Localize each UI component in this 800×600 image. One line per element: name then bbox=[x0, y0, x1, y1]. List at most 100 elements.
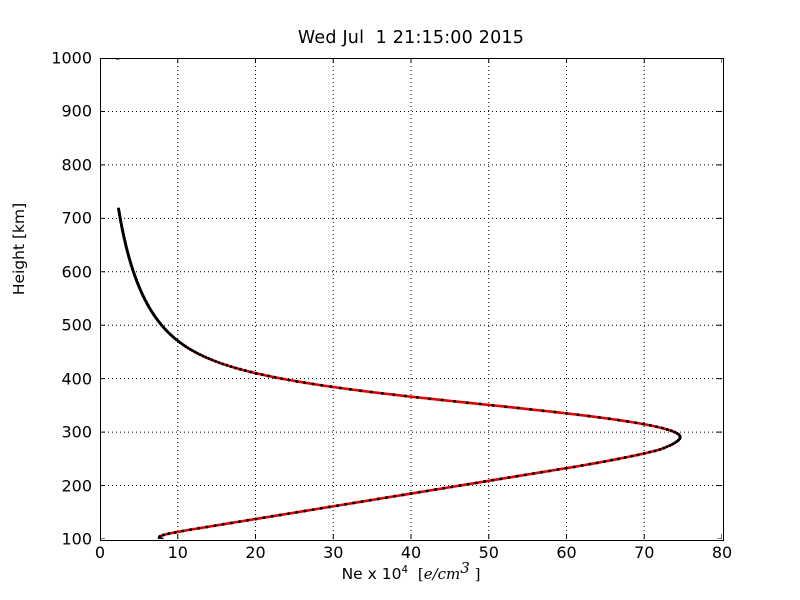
series-marker bbox=[572, 465, 576, 469]
series-marker bbox=[278, 513, 282, 517]
series-marker bbox=[380, 391, 384, 395]
series-marker bbox=[205, 525, 209, 529]
series-marker bbox=[401, 493, 405, 497]
series-marker bbox=[376, 497, 380, 501]
x-axis-unit-open-bracket: [ bbox=[417, 565, 424, 583]
series-marker bbox=[197, 526, 201, 530]
y-tick-label: 800 bbox=[61, 155, 92, 175]
series-marker bbox=[262, 516, 266, 520]
series-marker bbox=[630, 454, 634, 458]
series-marker bbox=[229, 365, 233, 369]
series-marker bbox=[198, 353, 202, 357]
series-marker bbox=[181, 529, 185, 533]
series-marker bbox=[392, 393, 396, 397]
y-axis-label: Height [km] bbox=[10, 202, 28, 296]
series-marker bbox=[319, 506, 323, 510]
x-axis-unit-close: ] bbox=[474, 565, 481, 583]
series-marker bbox=[482, 480, 486, 484]
series-marker bbox=[229, 521, 233, 525]
series-marker bbox=[540, 470, 544, 474]
series-marker bbox=[210, 358, 214, 362]
series-marker bbox=[329, 385, 333, 389]
series-marker bbox=[193, 350, 197, 354]
series-marker bbox=[369, 390, 373, 394]
series-marker bbox=[204, 355, 208, 359]
y-tick-label: 500 bbox=[61, 315, 92, 335]
series-marker bbox=[504, 405, 508, 409]
series-marker bbox=[466, 482, 470, 486]
series-marker bbox=[385, 496, 389, 500]
y-tick-label: 100 bbox=[61, 529, 92, 549]
series-marker bbox=[320, 383, 324, 387]
series-marker bbox=[442, 486, 446, 490]
series-marker bbox=[167, 532, 171, 536]
series-marker bbox=[617, 457, 621, 461]
series-marker bbox=[273, 375, 277, 379]
series-marker bbox=[336, 504, 340, 508]
series-marker bbox=[393, 494, 397, 498]
series-marker bbox=[440, 398, 444, 402]
series-marker bbox=[115, 58, 119, 60]
plot-axes-frame bbox=[100, 58, 724, 541]
series-marker bbox=[415, 395, 419, 399]
series-marker bbox=[287, 512, 291, 516]
series-marker bbox=[553, 410, 557, 414]
series-marker bbox=[665, 427, 669, 431]
series-marker bbox=[234, 366, 238, 370]
y-tick-label: 700 bbox=[61, 208, 92, 228]
plot-drawing-area bbox=[100, 58, 722, 539]
series-marker bbox=[238, 367, 242, 371]
x-axis-unit-exponent: 3 bbox=[460, 558, 470, 577]
y-axis-tick-labels: 100 200 300 400 500 600 700 800 900 1000 bbox=[20, 49, 92, 549]
series-marker bbox=[243, 369, 247, 373]
gridlines bbox=[100, 58, 722, 539]
series-marker bbox=[295, 379, 299, 383]
x-axis-label-exponent: 4 bbox=[401, 564, 408, 576]
series-marker bbox=[607, 417, 611, 421]
series-marker bbox=[360, 500, 364, 504]
x-tick-label: 50 bbox=[478, 543, 499, 562]
series-marker bbox=[465, 401, 469, 405]
series-marker bbox=[311, 382, 315, 386]
series-marker bbox=[478, 402, 482, 406]
series-marker bbox=[610, 458, 614, 462]
series-marker bbox=[474, 481, 478, 485]
series-marker bbox=[641, 422, 645, 426]
series-marker bbox=[327, 505, 331, 509]
series-marker bbox=[189, 528, 193, 532]
series-marker bbox=[249, 370, 253, 374]
x-axis-unit-base: e/cm bbox=[423, 565, 461, 583]
y-tick-label: 600 bbox=[61, 262, 92, 282]
y-tick-label: 400 bbox=[61, 369, 92, 389]
series-marker bbox=[303, 509, 307, 513]
series-marker bbox=[655, 425, 659, 429]
series-marker bbox=[428, 397, 432, 401]
series-marker bbox=[642, 451, 646, 455]
series-marker bbox=[201, 354, 205, 358]
series-marker bbox=[348, 387, 352, 391]
series-marker bbox=[260, 373, 264, 377]
series-marker bbox=[491, 403, 495, 407]
series-marker bbox=[254, 517, 258, 521]
series-marker bbox=[338, 386, 342, 390]
series-marker bbox=[653, 449, 657, 453]
series-marker bbox=[515, 474, 519, 478]
series-marker bbox=[221, 522, 225, 526]
x-tick-label: 60 bbox=[556, 543, 577, 562]
series-marker bbox=[665, 445, 669, 449]
series-marker bbox=[266, 374, 270, 378]
x-tick-label: 80 bbox=[711, 543, 733, 562]
x-axis-label-spacer bbox=[408, 565, 418, 583]
series-marker bbox=[287, 378, 291, 382]
x-tick-label: 0 bbox=[94, 543, 106, 562]
series-marker bbox=[603, 460, 607, 464]
series-marker bbox=[303, 381, 307, 385]
series-marker bbox=[648, 450, 652, 454]
series-marker bbox=[491, 478, 495, 482]
series-marker bbox=[295, 510, 299, 514]
series-marker bbox=[634, 421, 638, 425]
x-tick-label: 20 bbox=[245, 543, 266, 562]
series-marker bbox=[270, 514, 274, 518]
series-marker bbox=[668, 443, 672, 447]
